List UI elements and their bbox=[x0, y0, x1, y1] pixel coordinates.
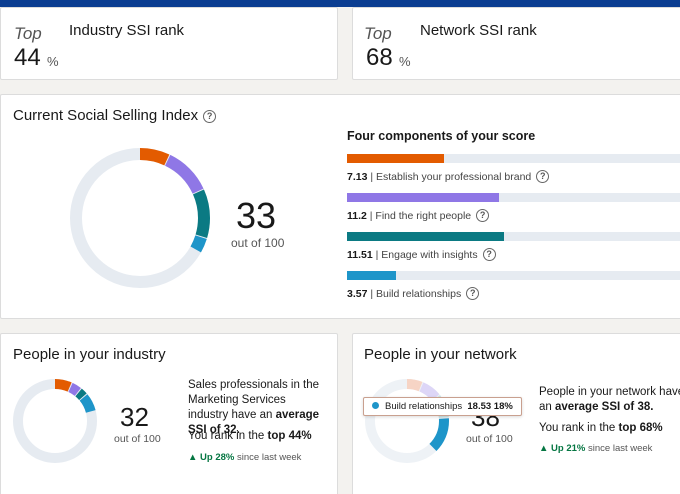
network-rank-card: Top Network SSI rank 68 % bbox=[352, 7, 680, 80]
network-desc-text: People in your network have an bbox=[539, 386, 680, 413]
component-name: | Establish your professional brand bbox=[367, 171, 532, 183]
component-bar-engage bbox=[347, 232, 680, 241]
network-rank-line: You rank in the top 68% bbox=[539, 422, 663, 434]
ssi-score: 33 bbox=[236, 195, 277, 236]
network-rank-value: 68 bbox=[366, 44, 393, 71]
component-value: 3.57 bbox=[347, 288, 368, 300]
component-label-find: 11.2 | Find the right people? bbox=[347, 209, 490, 222]
industry-rank-card: Top Industry SSI rank 44 % bbox=[0, 7, 338, 80]
industry-desc-text: Sales professionals in the Marketing Ser… bbox=[188, 379, 320, 421]
chart-tooltip: Build relationships 18.53 18% bbox=[363, 397, 522, 416]
network-rank-bold: top 68% bbox=[618, 422, 663, 434]
rank-top-label: Top bbox=[14, 24, 42, 43]
donut-segment-brand[interactable] bbox=[13, 379, 97, 463]
component-bar-brand bbox=[347, 154, 680, 163]
component-bar-build bbox=[347, 271, 680, 280]
network-description: People in your network have an average S… bbox=[539, 385, 680, 415]
network-people-title: People in your network bbox=[364, 346, 517, 363]
industry-trend-value: Up 28% bbox=[200, 452, 235, 463]
component-value: 11.51 bbox=[347, 249, 373, 261]
industry-rank-prefix: You rank in the bbox=[188, 430, 268, 442]
components-title: Four components of your score bbox=[347, 129, 536, 143]
industry-desc-average: average SSI of 32. bbox=[188, 409, 320, 436]
network-rank-unit: % bbox=[399, 54, 411, 69]
component-label-build: 3.57 | Build relationships? bbox=[347, 287, 480, 300]
build-relationships-dot-icon bbox=[372, 402, 379, 409]
industry-rank-title: Industry SSI rank bbox=[69, 22, 185, 39]
industry-donut-chart bbox=[13, 379, 97, 463]
network-trend: ▲ Up 21% since last week bbox=[539, 443, 652, 454]
industry-out-of: out of 100 bbox=[114, 433, 161, 445]
component-bar-fill bbox=[347, 193, 500, 202]
network-trend-suffix: since last week bbox=[585, 443, 653, 454]
industry-score: 32 bbox=[120, 402, 149, 432]
network-rank-title: Network SSI rank bbox=[420, 22, 537, 39]
question-circle-icon[interactable]: ? bbox=[482, 248, 496, 261]
component-name: | Find the right people bbox=[366, 210, 472, 222]
component-label-brand: 7.13 | Establish your professional brand… bbox=[347, 170, 550, 183]
current-ssi-card: Current Social Selling Index? 33 out of … bbox=[0, 94, 680, 319]
rank-top-label: Top bbox=[364, 24, 392, 43]
current-ssi-title-text: Current Social Selling Index bbox=[13, 107, 199, 124]
trend-up-arrow-icon: ▲ bbox=[539, 443, 549, 454]
industry-trend-suffix: since last week bbox=[234, 452, 302, 463]
network-donut-chart bbox=[365, 379, 449, 463]
current-ssi-title: Current Social Selling Index? bbox=[13, 107, 217, 124]
component-value: 7.13 bbox=[347, 171, 368, 183]
donut-segment-brand[interactable] bbox=[70, 148, 210, 288]
tooltip-value: 18.53 18% bbox=[467, 401, 513, 412]
industry-people-card: People in your industry 32 out of 100 Sa… bbox=[0, 333, 338, 494]
industry-rank-line: You rank in the top 44% bbox=[188, 430, 312, 442]
component-bar-fill bbox=[347, 232, 504, 241]
component-label-engage: 11.51 | Engage with insights? bbox=[347, 248, 496, 261]
network-rank-prefix: You rank in the bbox=[539, 422, 619, 434]
industry-rank-value: 44 bbox=[14, 44, 41, 71]
industry-description: Sales professionals in the Marketing Ser… bbox=[188, 378, 328, 438]
trend-up-arrow-icon: ▲ bbox=[188, 452, 198, 463]
component-bar-fill bbox=[347, 271, 396, 280]
tooltip-label: Build relationships bbox=[385, 401, 463, 412]
question-circle-icon[interactable]: ? bbox=[476, 209, 490, 222]
component-bar-find bbox=[347, 193, 680, 202]
industry-rank-bold: top 44% bbox=[267, 430, 312, 442]
network-people-card: People in your network 38 out of 100 Bui… bbox=[352, 333, 680, 494]
network-desc-average: average SSI of 38. bbox=[555, 401, 654, 413]
ssi-donut-chart bbox=[70, 148, 210, 288]
component-bar-fill bbox=[347, 154, 444, 163]
donut-segment-build[interactable] bbox=[365, 379, 449, 463]
network-out-of: out of 100 bbox=[466, 433, 513, 445]
network-trend-value: Up 21% bbox=[551, 443, 586, 454]
top-nav-bar bbox=[0, 0, 680, 7]
question-circle-icon[interactable]: ? bbox=[466, 287, 480, 300]
industry-rank-unit: % bbox=[47, 54, 59, 69]
component-name: | Build relationships bbox=[367, 288, 462, 300]
industry-trend: ▲ Up 28% since last week bbox=[188, 452, 301, 463]
component-value: 11.2 bbox=[347, 210, 367, 222]
question-circle-icon[interactable]: ? bbox=[203, 110, 217, 123]
donut-segment-brand[interactable] bbox=[365, 379, 449, 463]
industry-people-title: People in your industry bbox=[13, 346, 166, 363]
donut-segment-engage[interactable] bbox=[70, 148, 210, 288]
component-name: | Engage with insights bbox=[372, 249, 478, 261]
ssi-out-of: out of 100 bbox=[231, 236, 285, 250]
question-circle-icon[interactable]: ? bbox=[536, 170, 550, 183]
